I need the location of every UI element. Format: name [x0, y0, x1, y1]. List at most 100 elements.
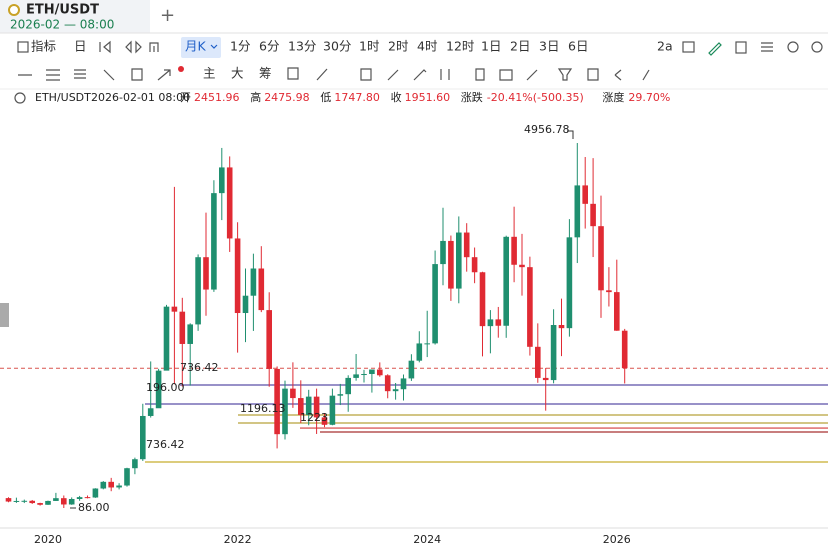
x-tick-label: 2020: [34, 533, 62, 546]
candle-body: [574, 185, 581, 238]
interval-button[interactable]: 1分: [230, 39, 250, 54]
candle-body: [463, 232, 470, 258]
info-label: 开: [180, 91, 191, 104]
candle-body: [495, 319, 502, 326]
candle-body: [250, 268, 257, 296]
candle-body: [234, 238, 241, 314]
info-value: 2451.96: [194, 91, 240, 104]
candle-body: [535, 346, 541, 378]
candle-body: [384, 375, 391, 392]
interval-button[interactable]: 12时: [446, 39, 475, 54]
candle-body: [471, 257, 478, 273]
candle-body: [84, 497, 91, 499]
icon[interactable]: 2a: [657, 39, 673, 54]
interval-button[interactable]: 6日: [568, 39, 588, 54]
interval-button[interactable]: 30分: [323, 39, 351, 54]
candle-body: [305, 396, 312, 415]
candle-body: [479, 272, 486, 327]
collapse-icon[interactable]: [14, 92, 26, 104]
interval-button[interactable]: 2时: [388, 39, 409, 54]
interval-button[interactable]: 6分: [259, 39, 279, 54]
candle-body: [21, 500, 28, 502]
candle-body: [5, 498, 12, 502]
candle-body: [590, 203, 596, 227]
candle-body: [566, 237, 573, 329]
period-highlight: [181, 37, 221, 58]
interval-button[interactable]: 3日: [539, 39, 559, 54]
candle-body: [424, 343, 430, 345]
interval-button[interactable]: 13分: [288, 39, 316, 54]
candle-body: [211, 193, 217, 290]
candle-body: [298, 398, 304, 415]
icon[interactable]: [735, 41, 747, 54]
candle-body: [187, 324, 193, 344]
candle-body: [416, 343, 423, 361]
interval-button[interactable]: 4时: [417, 39, 438, 54]
price-annotation: 196.00: [146, 381, 185, 394]
candle-body: [68, 499, 75, 505]
interval-button[interactable]: 1时: [359, 39, 380, 54]
more-icons: [287, 67, 650, 81]
candle-body: [448, 240, 454, 289]
day-button[interactable]: 日: [74, 39, 87, 54]
candle-body: [361, 374, 367, 376]
icon[interactable]: [708, 42, 722, 56]
period-button[interactable]: 月K: [185, 39, 207, 54]
candle-body: [337, 394, 344, 396]
x-tick-label: 2026: [603, 533, 631, 546]
candle-body: [519, 264, 525, 268]
candle-body: [274, 368, 280, 435]
candle-body: [258, 268, 265, 311]
candle-body: [408, 360, 415, 379]
tool-main[interactable]: 主: [203, 66, 216, 81]
symbol: ETH/USDT: [26, 3, 99, 18]
indicator-button[interactable]: 指标: [31, 39, 56, 54]
candle-body: [116, 485, 122, 488]
tab[interactable]: [0, 0, 150, 33]
info-value: 1747.80: [334, 91, 380, 104]
period-caret: [210, 44, 218, 49]
candle-body: [219, 167, 225, 194]
candle-body: [132, 459, 138, 469]
candle-body: [179, 311, 186, 344]
candle-body: [582, 185, 588, 204]
candle-body: [140, 415, 146, 460]
info-label: 涨跌: [461, 90, 483, 104]
candlestick-chart: 2020 2022 2024 2026 4956.78 736.42 196.00 1196.…: [0, 123, 828, 546]
candle-body: [345, 377, 351, 395]
candle-body: [13, 500, 20, 502]
candle-body: [108, 481, 114, 488]
candle-body: [377, 369, 383, 376]
candle-body: [163, 306, 170, 371]
candle-body: [203, 257, 209, 290]
candle-body: [195, 257, 201, 325]
icon[interactable]: [811, 41, 823, 53]
candle-body: [29, 500, 35, 504]
info-label: 收: [391, 90, 402, 104]
icon[interactable]: [787, 41, 799, 53]
annotation-arrow: [567, 130, 574, 139]
tool-big[interactable]: 大: [231, 66, 244, 81]
tool-chip[interactable]: 筹: [259, 66, 272, 81]
interval-button[interactable]: 1日: [481, 39, 501, 54]
icon[interactable]: [287, 67, 650, 81]
candle-body: [614, 292, 620, 331]
add-tab[interactable]: +: [160, 5, 175, 26]
icon[interactable]: [761, 42, 773, 52]
chart-icon[interactable]: [149, 42, 159, 52]
side-handle[interactable]: [0, 303, 9, 327]
info-value: 1951.60: [405, 91, 451, 104]
icon[interactable]: [18, 68, 171, 81]
back-icon[interactable]: [99, 40, 111, 54]
candle-body: [527, 267, 533, 347]
info-value: -20.41%(-500.35): [487, 91, 584, 104]
tab-time: 2026-02 — 08:00: [10, 18, 114, 32]
interval-button[interactable]: 2日: [510, 39, 530, 54]
candle-body: [329, 395, 336, 425]
candle-body: [226, 167, 233, 239]
icon[interactable]: [682, 41, 695, 53]
step-icon[interactable]: [125, 40, 142, 54]
coin-icon: [8, 4, 20, 16]
